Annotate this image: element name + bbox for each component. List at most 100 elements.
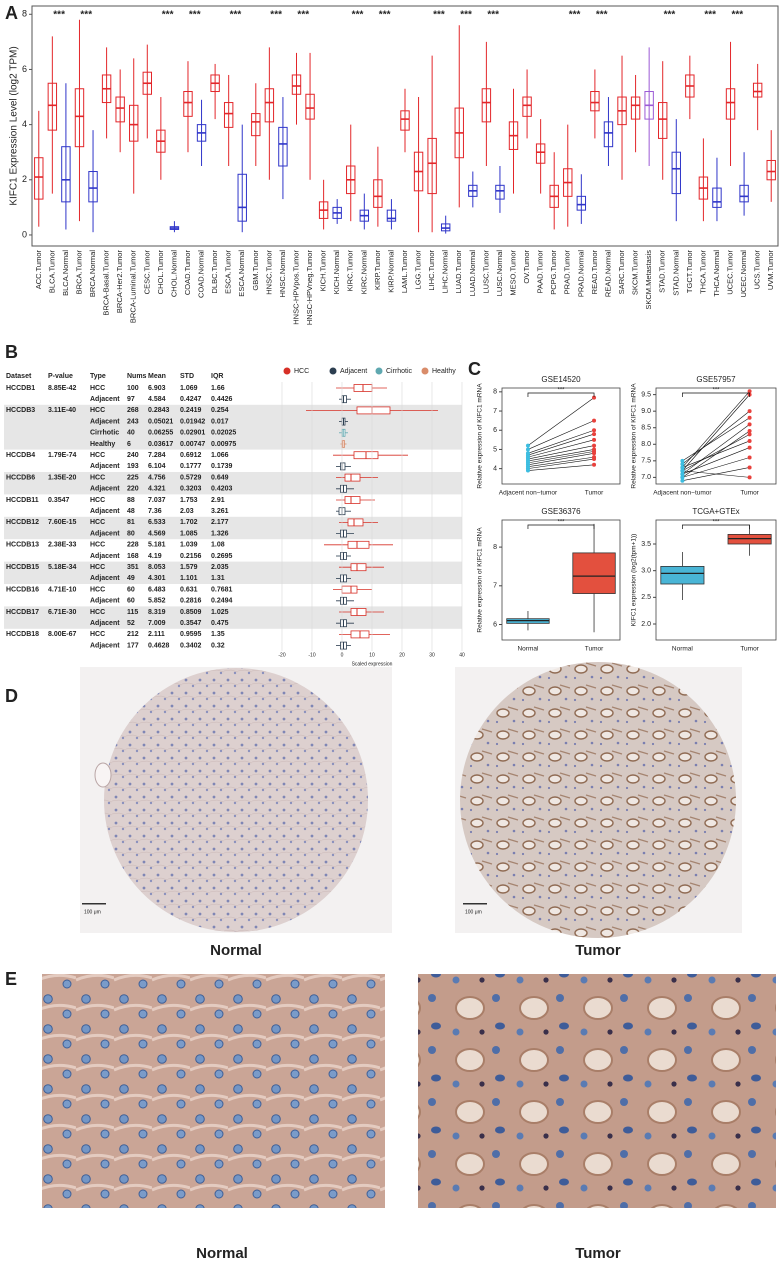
y-tick-label: 7 [493,408,497,415]
box [115,96,125,123]
y-tick-label: 0 [22,229,27,239]
pair-point [525,468,530,473]
box [603,121,614,148]
pair-line [527,456,595,468]
scale-bar-label: 100 μm [84,909,101,915]
table-cell: 212 [127,631,139,638]
table-cell: 0.2695 [211,553,233,560]
box [495,184,505,200]
image-caption: Normal [196,1245,248,1262]
table-cell: 0.06255 [148,430,173,437]
table-cell: 0.4203 [211,486,233,493]
box [535,143,546,164]
pair-point [525,447,530,452]
box [522,96,532,117]
box [237,173,247,222]
x-tick-label: STAD.Tumor [658,249,667,292]
y-axis-label: KIFC1 Expression Level (log2 TPM) [9,46,20,205]
x-tick-label: UCEC.Normal [739,250,748,298]
table-cell: 4.301 [148,575,166,582]
pair-point [747,422,752,427]
table-cell: 0.9595 [180,631,202,638]
x-tick-label: LUAD.Tumor [454,250,463,294]
pair-point [592,455,597,460]
table-cell: HCC [90,519,105,526]
box [88,171,98,203]
chart-title: TCGA+GTEx [692,507,739,516]
table-cell: 0.3547 [180,620,202,627]
table-cell: 193 [127,463,139,470]
x-axis-label: Scaled expression [352,661,393,667]
table-cell: 0.7681 [211,586,233,593]
table-cell: 0.1739 [211,463,233,470]
table-cell: 88 [127,497,135,504]
panel-label: B [5,342,18,362]
pair-point [592,432,597,437]
table-cell: 2.38E-33 [48,542,77,549]
significance-label: *** [230,10,242,21]
pair-point [680,478,685,483]
pair-point [525,464,530,469]
x-tick-label: BLCA.Normal [61,250,70,296]
table-cell: 0.3203 [180,486,202,493]
y-tick-label: 9.5 [641,391,651,398]
x-tick-label: CHOL.Tumor [156,249,165,294]
table-cell: 268 [127,407,139,414]
x-tick-label: Tumor [740,490,759,497]
y-tick-label: 7 [493,583,497,590]
table-cell: 4.569 [148,530,166,537]
x-tick-label: KICH.Tumor [319,250,328,292]
table-cell: Adjacent [90,575,120,582]
significance-label: *** [379,10,391,21]
table-cell: HCC [90,564,105,571]
x-tick-label: CESC.Tumor [142,249,151,294]
table-cell: HCCDB16 [6,586,39,593]
pair-point [525,453,530,458]
pair-point [747,429,752,434]
y-tick-label: 9.0 [641,408,651,415]
x-tick-label: KICH.Normal [332,250,341,295]
pair-point [592,447,597,452]
x-tick-label: GBM.Tumor [251,250,260,291]
table-cell: 1.31 [211,575,225,582]
legend-label: Healthy [432,368,456,375]
box [223,102,234,128]
legend-swatch [329,367,337,375]
table-header: P-value [48,373,73,380]
table-cell: Cirrhotic [90,430,119,437]
y-tick-label: 7.5 [641,458,651,465]
significance-label: *** [270,10,282,21]
x-tick-label: STAD.Normal [671,250,680,296]
x-tick-label: KIRC.Tumor [346,250,355,292]
pair-line [527,449,595,462]
pair-line [682,410,750,465]
table-header: Type [90,373,106,380]
table-cell: 1.79E-74 [48,452,77,459]
x-tick-label: TGCT.Tumor [685,250,694,294]
forest-box [341,585,358,594]
table-cell: 49 [127,575,135,582]
table-cell: 97 [127,396,135,403]
box [660,566,705,585]
pair-point [592,395,597,400]
pair-point [680,458,685,463]
table-cell: 1.35E-20 [48,474,77,481]
table-cell: 81 [127,519,135,526]
table-cell: 1.101 [180,575,198,582]
table-cell: 6.483 [148,586,166,593]
box [373,179,383,208]
table-cell: HCC [90,609,105,616]
table-cell: 0.3547 [48,497,70,504]
box [712,187,722,208]
table-cell: HCC [90,586,105,593]
table-cell: HCCDB17 [6,609,39,616]
table-cell: 60 [127,598,135,605]
box [251,113,261,137]
table-cell: 1.085 [180,530,198,537]
table-cell: 40 [127,430,135,437]
x-tick-label: PRAD.Normal [576,250,585,297]
plot-frame [501,519,621,641]
table-cell: 0.2843 [148,407,170,414]
table-header: IQR [211,373,223,380]
table-cell: 1.08 [211,542,225,549]
